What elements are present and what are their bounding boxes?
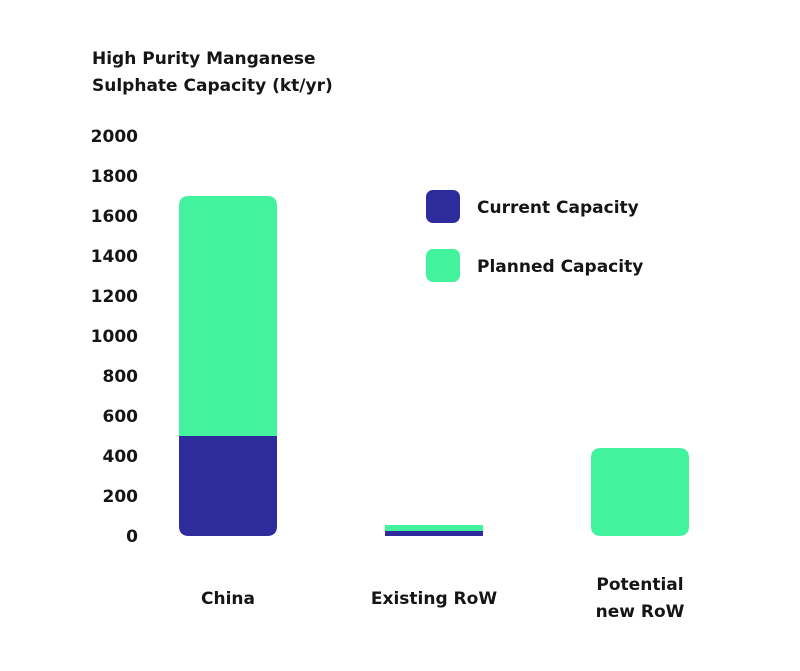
bar-planned-capacity: [179, 196, 277, 436]
y-tick-label: 1200: [91, 287, 138, 307]
legend-label: Planned Capacity: [477, 257, 643, 277]
bars: [179, 196, 689, 536]
chart-title-line-2: Sulphate Capacity (kt/yr): [92, 76, 333, 96]
y-axis: 0 200 400 600 800 1000 1200 1400 1600 1800 2000: [91, 127, 138, 547]
legend-swatch: [426, 249, 460, 282]
x-axis: China Existing RoW Potential new RoW: [201, 575, 685, 622]
y-tick-label: 600: [103, 407, 139, 427]
y-tick-label: 0: [126, 527, 138, 547]
y-tick-label: 1800: [91, 167, 138, 187]
y-tick-label: 2000: [91, 127, 138, 147]
bar-planned-capacity: [385, 525, 483, 531]
x-tick-label: Potential: [596, 575, 683, 595]
x-tick-label: China: [201, 589, 255, 609]
legend-label: Current Capacity: [477, 198, 639, 218]
bar-current-capacity: [385, 531, 483, 536]
bar-planned-capacity: [591, 448, 689, 536]
bar-current-capacity: [179, 436, 277, 536]
legend-swatch: [426, 190, 460, 223]
y-tick-label: 1400: [91, 247, 138, 267]
legend: Current Capacity Planned Capacity: [426, 190, 643, 282]
x-tick-label: new RoW: [596, 602, 685, 622]
y-tick-label: 1600: [91, 207, 138, 227]
x-tick-label: Existing RoW: [371, 589, 497, 609]
chart-title-line-1: High Purity Manganese: [92, 49, 316, 69]
y-tick-label: 1000: [91, 327, 138, 347]
y-tick-label: 800: [103, 367, 139, 387]
chart-title: High Purity Manganese Sulphate Capacity …: [92, 49, 333, 96]
y-tick-label: 400: [103, 447, 139, 467]
y-tick-label: 200: [103, 487, 139, 507]
